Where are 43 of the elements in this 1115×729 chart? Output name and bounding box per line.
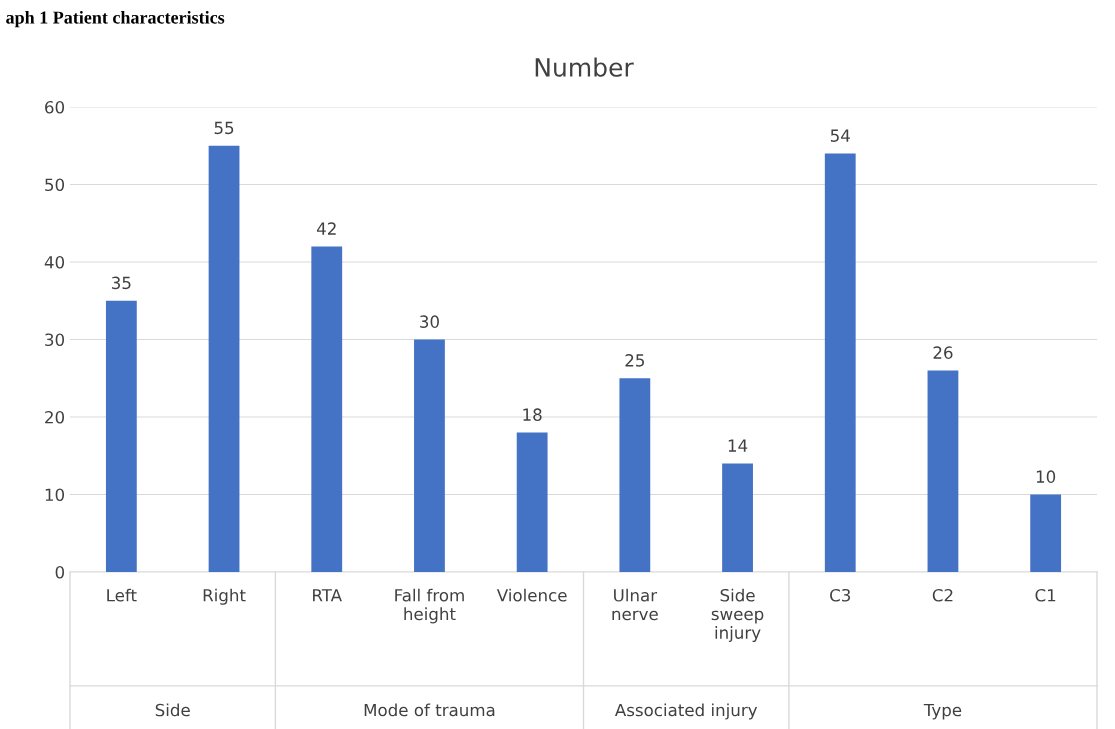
bar: [927, 370, 959, 572]
x-tick-label: Fall from height: [395, 588, 464, 624]
data-label: 55: [214, 121, 234, 135]
text: Type: [923, 703, 962, 720]
x-tick-label: C3: [830, 588, 851, 602]
bar: [105, 300, 137, 572]
data-label: 25: [625, 354, 644, 367]
x-tick-label: Right: [203, 588, 246, 605]
x-tick-label: C1: [1035, 588, 1056, 602]
x-tick-label: RTA: [313, 589, 342, 602]
text: Mode of trauma: [364, 703, 495, 717]
bar: [414, 339, 445, 572]
bar: [516, 432, 548, 572]
y-tick-label: 20: [45, 410, 65, 424]
text: Side: [155, 703, 190, 717]
x-tick-label: C2: [932, 588, 953, 602]
x-tick-label: Left: [107, 588, 137, 602]
y-tick-label: 0: [55, 565, 65, 579]
bar: [208, 145, 240, 572]
data-label: 18: [523, 408, 542, 421]
chart-title: Number: [535, 57, 634, 77]
x-tick-label: Ulnar nerve: [612, 588, 658, 621]
x-tick-label: Side sweep injury: [711, 588, 764, 643]
y-tick-label: 30: [45, 333, 65, 347]
y-tick-label: 50: [45, 178, 65, 192]
bar: [1030, 494, 1062, 572]
data-label: 35: [112, 276, 131, 290]
data-label: 26: [933, 346, 953, 359]
text: Associated injury: [614, 703, 758, 720]
data-label: 54: [830, 129, 850, 142]
bar: [824, 153, 856, 572]
y-tick-label: 60: [45, 100, 65, 114]
bar: [722, 463, 753, 572]
y-tick-label: 40: [44, 255, 65, 269]
bar: [619, 378, 651, 572]
text: aph 1 Patient characteristics: [6, 10, 225, 28]
data-label: 42: [316, 222, 336, 235]
y-tick-label: 10: [45, 488, 65, 502]
x-tick-label: Violence: [496, 588, 567, 602]
data-label: 30: [420, 315, 439, 328]
data-label: 14: [728, 439, 748, 452]
bar: [311, 246, 343, 572]
data-label: 10: [1036, 470, 1056, 483]
